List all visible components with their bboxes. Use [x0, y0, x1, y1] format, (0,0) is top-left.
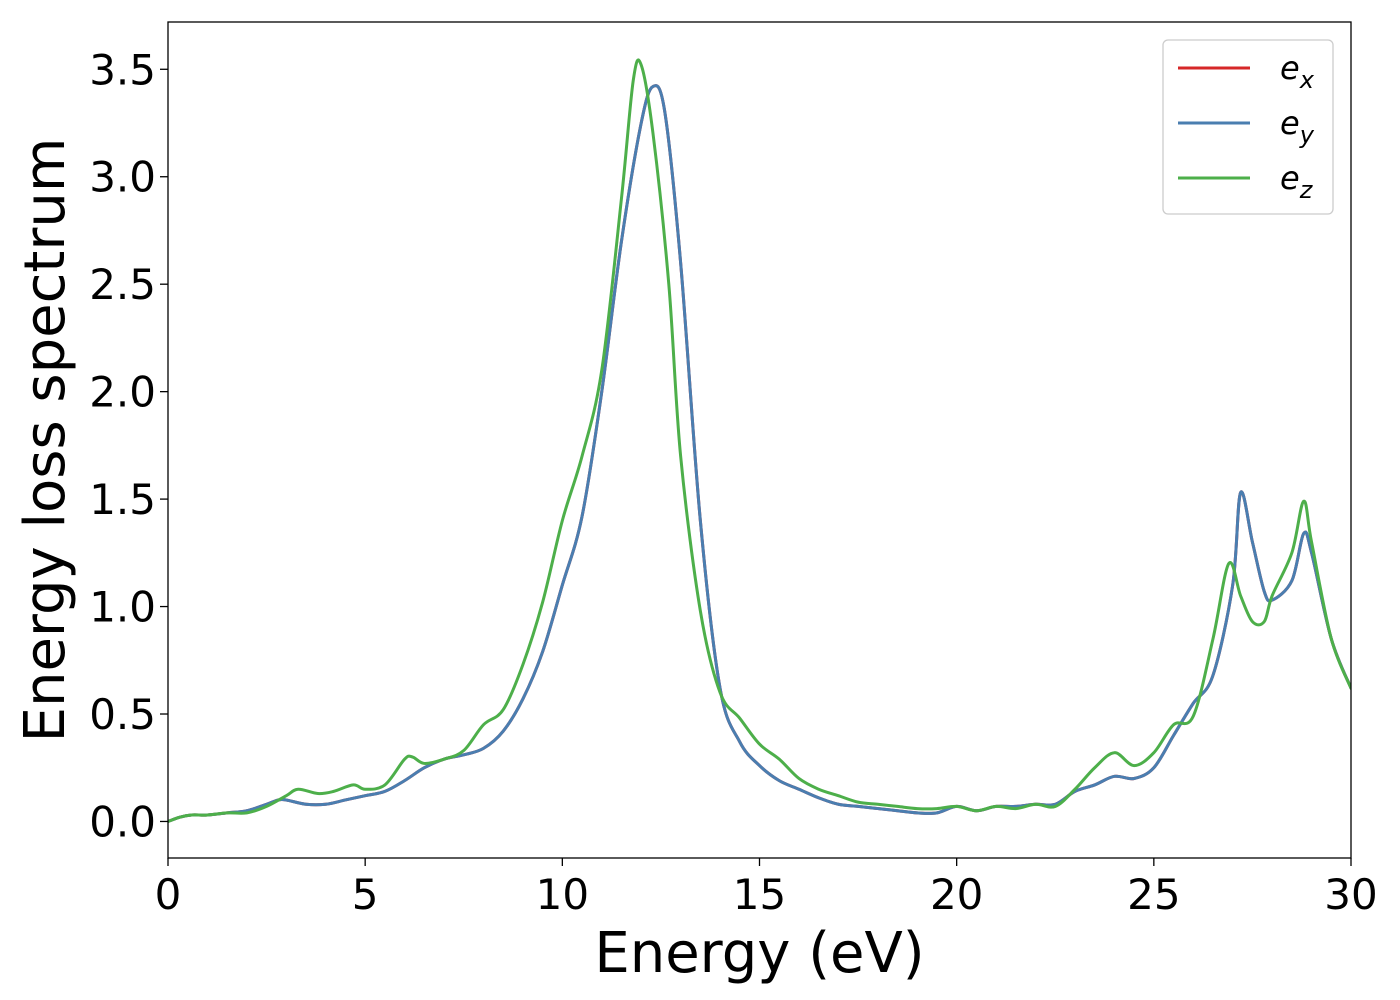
- x-tick-label: 25: [1127, 870, 1180, 919]
- y-axis-label: Energy loss spectrum: [13, 138, 78, 743]
- y-tick-label: 0.5: [89, 690, 156, 739]
- y-axis-ticks: 0.0 0.5 1.0 1.5 2.0 2.5 3.0 3.5: [89, 45, 168, 846]
- y-tick-label: 2.0: [89, 368, 156, 417]
- y-tick-label: 3.5: [89, 45, 156, 94]
- x-axis-label: Energy (eV): [594, 921, 924, 986]
- y-tick-label: 3.0: [89, 153, 156, 202]
- y-tick-label: 2.5: [89, 260, 156, 309]
- x-tick-label: 5: [352, 870, 379, 919]
- legend-label-x: ex: [1280, 49, 1315, 94]
- x-axis-ticks: 0 5 10 15 20 25 30: [155, 858, 1378, 919]
- x-tick-label: 0: [155, 870, 182, 919]
- y-tick-label: 1.5: [89, 475, 156, 524]
- x-tick-label: 20: [930, 870, 983, 919]
- legend-label-z: ez: [1280, 159, 1314, 204]
- series-line-z: [168, 58, 1351, 823]
- x-tick-label: 15: [733, 870, 786, 919]
- legend-box: [1162, 39, 1334, 215]
- series-line-y: [168, 84, 1351, 823]
- y-tick-label: 1.0: [89, 583, 156, 632]
- legend: ex ey ez: [1162, 39, 1334, 215]
- series-lines-layer: [168, 58, 1351, 823]
- y-tick-label: 0.0: [89, 797, 156, 846]
- x-tick-label: 30: [1324, 870, 1377, 919]
- legend-label-y: ey: [1280, 104, 1315, 149]
- x-tick-label: 10: [536, 870, 589, 919]
